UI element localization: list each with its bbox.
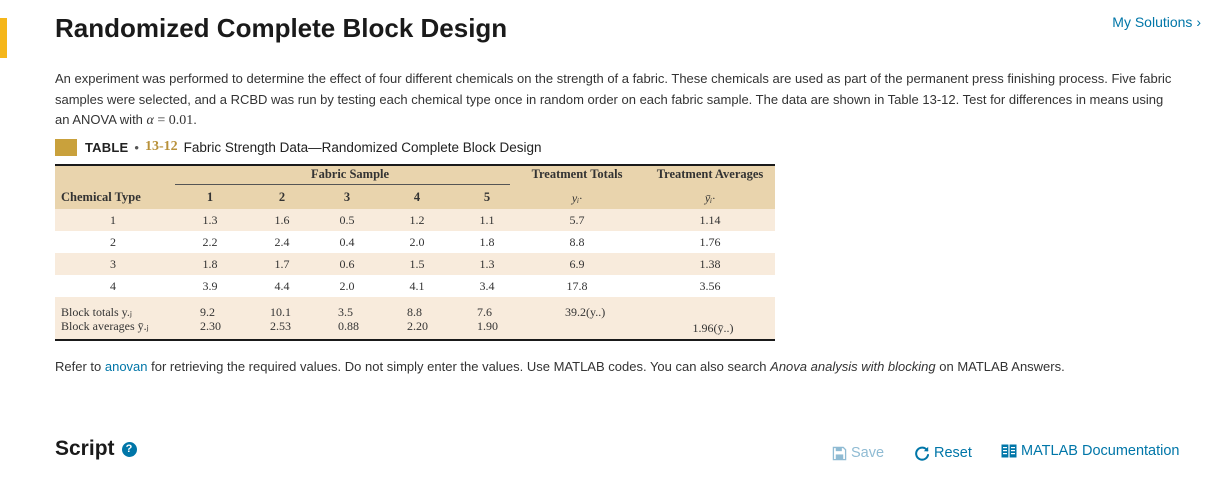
row-1-average: 1.14 bbox=[699, 213, 721, 227]
caption-swatch bbox=[55, 138, 77, 156]
row-2-sample-3: 0.4 bbox=[339, 235, 355, 249]
block-total-1: 9.2 bbox=[200, 305, 215, 319]
block-average-4: 2.20 bbox=[407, 319, 428, 333]
header-fabric-sample: Fabric Sample bbox=[310, 167, 390, 181]
reset-label: Reset bbox=[934, 445, 972, 461]
script-title: Script bbox=[55, 437, 115, 460]
row-3-sample-1: 1.8 bbox=[202, 257, 218, 271]
reset-button[interactable]: Reset bbox=[914, 444, 972, 462]
row-4-sample-2: 4.4 bbox=[274, 279, 290, 293]
description-text: An experiment was performed to determine… bbox=[55, 71, 1172, 127]
row-1-total: 5.7 bbox=[569, 213, 585, 227]
row-3-sample-3: 0.6 bbox=[339, 257, 355, 271]
block-average-3: 0.88 bbox=[338, 319, 359, 333]
block-average-2: 2.53 bbox=[270, 319, 291, 333]
row-2-average: 1.76 bbox=[699, 235, 721, 249]
table-header-background bbox=[55, 166, 775, 209]
row-2-sample-5: 1.8 bbox=[479, 235, 495, 249]
row-2-sample-4: 2.0 bbox=[409, 235, 425, 249]
save-label: Save bbox=[851, 445, 885, 461]
row-4-sample-4: 4.1 bbox=[409, 279, 425, 293]
row-1-sample-2: 1.6 bbox=[274, 213, 290, 227]
matlab-documentation-button[interactable]: MATLAB Documentation bbox=[1001, 442, 1180, 460]
row-4-sample-1: 3.9 bbox=[202, 279, 218, 293]
table-body-background bbox=[55, 209, 775, 341]
block-total-5: 7.6 bbox=[477, 305, 492, 319]
row-1-sample-1: 1.3 bbox=[202, 213, 218, 227]
header-sample-5: 5 bbox=[483, 190, 491, 204]
reset-icon bbox=[914, 445, 930, 461]
caption-dot: • bbox=[134, 139, 139, 155]
header-sample-1: 1 bbox=[206, 190, 214, 204]
block-total-2: 10.1 bbox=[270, 305, 291, 319]
row-4-average: 3.56 bbox=[699, 279, 721, 293]
row-1-sample-4: 1.2 bbox=[409, 213, 425, 227]
alpha-expression: α = 0.01 bbox=[146, 113, 194, 128]
anovan-link[interactable]: anovan bbox=[104, 359, 148, 374]
book-icon bbox=[1001, 444, 1017, 458]
header-treatment-totals: Treatment Totals bbox=[531, 167, 623, 181]
row-2-sample-1: 2.2 bbox=[202, 235, 218, 249]
page-title: Randomized Complete Block Design bbox=[55, 13, 508, 43]
header-sample-4: 4 bbox=[413, 190, 421, 204]
row-3-sample-2: 1.7 bbox=[274, 257, 290, 271]
header-averages-symbol: ȳᵢ· bbox=[704, 191, 716, 205]
table-caption: TABLE • 13-12 Fabric Strength Data—Rando… bbox=[55, 137, 542, 157]
block-grand-total: 39.2(y..) bbox=[565, 305, 606, 319]
block-average-1: 2.30 bbox=[200, 319, 221, 333]
block-average-5: 1.90 bbox=[477, 319, 498, 333]
block-totals-label: Block totals y.ⱼ bbox=[61, 305, 132, 319]
header-chemical-type: Chemical Type bbox=[61, 190, 141, 204]
refer-text: Refer to anovan for retrieving the requi… bbox=[55, 359, 1065, 374]
row-4-sample-5: 3.4 bbox=[479, 279, 495, 293]
my-solutions-link[interactable]: My Solutions › bbox=[1112, 13, 1201, 31]
caption-label: TABLE bbox=[85, 139, 129, 155]
row-2-sample-2: 2.4 bbox=[274, 235, 290, 249]
search-phrase: Anova analysis with blocking bbox=[770, 359, 936, 374]
row-1-type: 1 bbox=[110, 213, 116, 227]
help-icon[interactable]: ? bbox=[121, 441, 137, 457]
fabric-strength-table: Fabric Sample Treatment Totals Treatment… bbox=[55, 164, 775, 341]
table-bottom-rule bbox=[55, 339, 775, 341]
header-treatment-averages: Treatment Averages bbox=[656, 167, 764, 181]
block-averages-label: Block averages ȳ.ⱼ bbox=[61, 319, 149, 333]
chevron-right-icon: › bbox=[1196, 14, 1201, 30]
row-2-type: 2 bbox=[110, 235, 116, 249]
row-4-total: 17.8 bbox=[566, 279, 588, 293]
header-sample-3: 3 bbox=[343, 190, 351, 204]
row-1-sample-5: 1.1 bbox=[479, 213, 495, 227]
table-top-rule bbox=[55, 164, 775, 166]
problem-description: An experiment was performed to determine… bbox=[55, 71, 1172, 128]
header-totals-symbol: yᵢ· bbox=[571, 191, 583, 205]
caption-title: Fabric Strength Data—Randomized Complete… bbox=[183, 139, 542, 155]
header-sample-2: 2 bbox=[278, 190, 286, 204]
script-heading: Script? bbox=[55, 436, 137, 462]
row-4-type: 4 bbox=[110, 279, 116, 293]
row-2-total: 8.8 bbox=[569, 235, 585, 249]
row-3-average: 1.38 bbox=[699, 257, 721, 271]
accent-bar bbox=[0, 18, 7, 58]
block-grand-average: 1.96(ȳ..) bbox=[692, 321, 734, 335]
row-3-sample-4: 1.5 bbox=[409, 257, 425, 271]
block-total-4: 8.8 bbox=[407, 305, 422, 319]
matlab-documentation-label: MATLAB Documentation bbox=[1021, 443, 1180, 459]
row-3-total: 6.9 bbox=[569, 257, 585, 271]
row-3-type: 3 bbox=[110, 257, 116, 271]
row-3-sample-5: 1.3 bbox=[479, 257, 495, 271]
row-1-sample-3: 0.5 bbox=[339, 213, 355, 227]
my-solutions-label: My Solutions bbox=[1112, 14, 1193, 30]
fabric-sample-underline bbox=[175, 184, 510, 185]
caption-number: 13-12 bbox=[144, 139, 178, 154]
block-total-3: 3.5 bbox=[338, 305, 353, 319]
row-4-sample-3: 2.0 bbox=[339, 279, 355, 293]
save-button[interactable]: Save bbox=[832, 444, 884, 462]
floppy-disk-icon bbox=[832, 446, 847, 461]
